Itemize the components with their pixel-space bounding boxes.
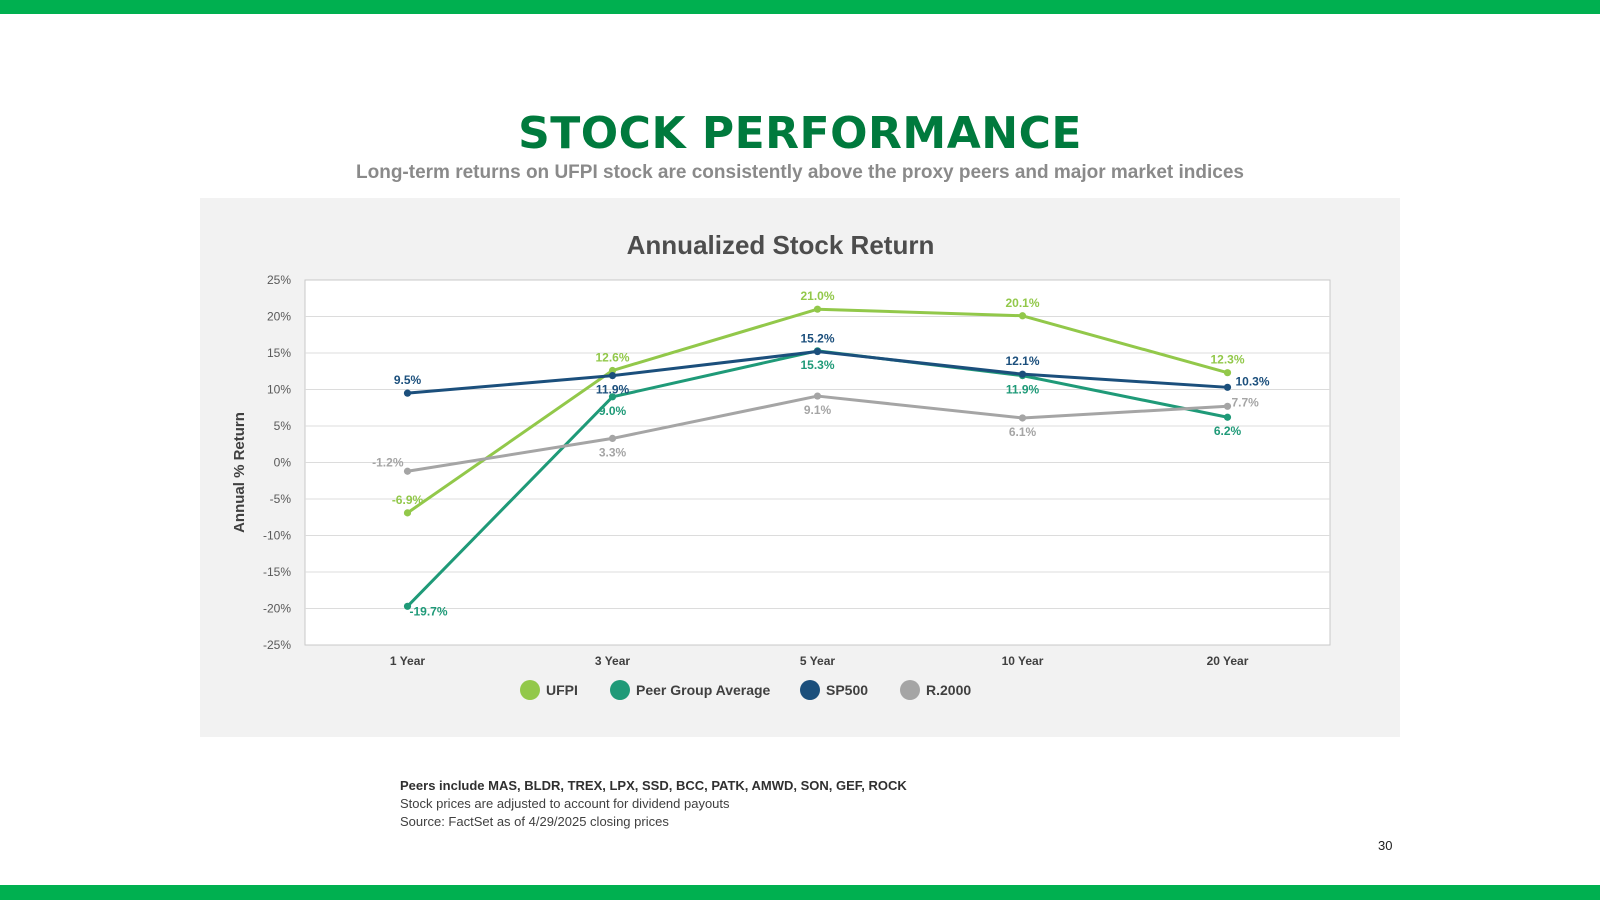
x-tick-label: 5 Year — [800, 654, 835, 668]
x-tick-label: 3 Year — [595, 654, 630, 668]
legend-label: UFPI — [546, 682, 578, 698]
annualized-return-chart: Annualized Stock Return 25% 20% 15% 10% 5% 0% -… — [231, 230, 1331, 700]
data-label: 21.0% — [800, 289, 834, 303]
y-tick-label: -10% — [263, 529, 291, 543]
page-title: STOCK PERFORMANCE — [518, 108, 1082, 159]
data-label: -1.2% — [372, 455, 404, 469]
data-point — [1018, 414, 1027, 422]
y-axis-title: Annual % Return — [231, 412, 248, 533]
data-label: 12.3% — [1210, 353, 1244, 367]
data-point — [403, 602, 412, 610]
data-label: 11.9% — [1006, 383, 1040, 397]
footnote-source: Source: FactSet as of 4/29/2025 closing … — [400, 814, 669, 829]
data-point — [1223, 369, 1232, 377]
legend-marker — [520, 680, 540, 700]
page-number: 30 — [1378, 838, 1393, 853]
y-tick-label: -15% — [263, 565, 291, 579]
x-tick-label: 20 Year — [1207, 654, 1249, 668]
data-point — [1223, 413, 1232, 421]
data-label: 9.0% — [599, 404, 627, 418]
data-point — [403, 389, 412, 397]
legend-label: SP500 — [826, 682, 868, 698]
legend-marker — [900, 680, 920, 700]
y-tick-label: 10% — [267, 383, 291, 397]
data-point — [608, 372, 617, 380]
data-point — [1018, 370, 1027, 378]
data-point — [608, 434, 617, 443]
page-subtitle: Long-term returns on UFPI stock are cons… — [356, 162, 1244, 183]
data-label: -6.9% — [392, 493, 424, 507]
data-label: 6.2% — [1214, 424, 1242, 438]
data-point — [813, 305, 822, 313]
y-tick-label: -5% — [270, 492, 292, 506]
data-point — [1223, 383, 1232, 391]
y-tick-label: -20% — [263, 602, 291, 616]
data-point — [403, 467, 412, 475]
legend-marker — [610, 680, 630, 700]
data-label: 12.6% — [595, 351, 629, 365]
x-tick-label: 10 Year — [1002, 654, 1044, 668]
x-tick-label: 1 Year — [390, 654, 425, 668]
data-label: -19.7% — [410, 604, 448, 618]
data-point — [403, 509, 412, 517]
y-tick-label: 5% — [274, 419, 292, 433]
y-tick-label: -25% — [263, 638, 291, 652]
legend-label: Peer Group Average — [636, 682, 771, 698]
data-point — [608, 393, 617, 401]
data-label: 15.2% — [800, 332, 834, 346]
data-point — [1223, 402, 1232, 410]
legend-marker — [800, 680, 820, 700]
legend-label: R.2000 — [926, 682, 971, 698]
data-label: 15.3% — [800, 358, 834, 372]
data-label: 6.1% — [1009, 425, 1037, 439]
footnote-dividends: Stock prices are adjusted to account for… — [400, 796, 730, 811]
data-label: 3.3% — [599, 445, 627, 459]
data-label: 11.9% — [596, 383, 630, 397]
data-label: 7.7% — [1232, 395, 1260, 409]
data-point — [813, 392, 822, 400]
top-accent-bar — [0, 0, 1600, 14]
y-tick-label: 0% — [274, 456, 292, 470]
data-point — [813, 347, 822, 356]
y-tick-label: 25% — [267, 273, 291, 287]
y-tick-label: 15% — [267, 346, 291, 360]
data-label: 9.5% — [394, 373, 422, 387]
footnote-peers: Peers include MAS, BLDR, TREX, LPX, SSD,… — [400, 778, 907, 793]
data-label: 10.3% — [1236, 374, 1270, 388]
data-label: 20.1% — [1005, 296, 1039, 310]
chart-title: Annualized Stock Return — [627, 230, 935, 260]
data-point — [1018, 312, 1027, 320]
footnotes: Peers include MAS, BLDR, TREX, LPX, SSD,… — [400, 777, 907, 831]
bottom-accent-bar — [0, 885, 1600, 900]
y-tick-label: 20% — [267, 310, 291, 324]
data-point — [608, 366, 617, 375]
data-label: 9.1% — [804, 403, 832, 417]
data-label: 12.1% — [1005, 354, 1039, 368]
